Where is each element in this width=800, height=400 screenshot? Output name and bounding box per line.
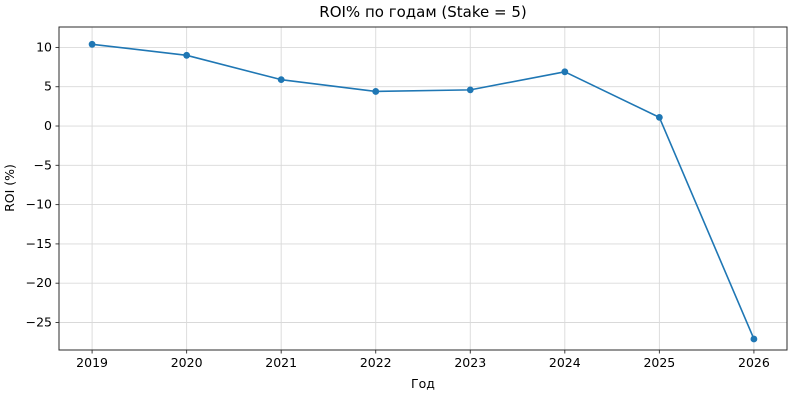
data-point-2023 [466, 86, 474, 94]
x-tick-label: 2023 [454, 355, 486, 370]
x-tick-label: 2025 [643, 355, 675, 370]
x-tick-label: 2020 [171, 355, 203, 370]
data-point-2019 [88, 40, 96, 48]
x-tick-label: 2026 [738, 355, 770, 370]
y-tick-label: 0 [44, 118, 52, 133]
y-tick-label: 5 [44, 79, 52, 94]
chart-title: ROI% по годам (Stake = 5) [319, 3, 526, 21]
x-tick-label: 2024 [549, 355, 581, 370]
plot-frame [58, 26, 788, 351]
data-point-2024 [561, 68, 569, 76]
data-point-2020 [183, 51, 191, 59]
y-tick-label: −25 [26, 314, 52, 329]
data-point-2025 [655, 113, 663, 121]
y-tick-label: 10 [36, 39, 52, 54]
y-tick-label: −10 [26, 197, 52, 212]
data-point-2021 [277, 76, 285, 84]
roi-line [91, 43, 755, 340]
x-tick-label: 2021 [265, 355, 297, 370]
y-tick-label: −20 [26, 275, 52, 290]
x-tick-label: 2019 [76, 355, 108, 370]
y-tick-label: −5 [34, 157, 52, 172]
x-tick-label: 2022 [360, 355, 392, 370]
data-point-2026 [750, 335, 758, 343]
data-point-2022 [372, 88, 380, 95]
y-axis-label: ROI (%) [2, 164, 17, 212]
y-tick-label: −15 [26, 236, 52, 251]
x-axis-label: Год [411, 376, 435, 391]
